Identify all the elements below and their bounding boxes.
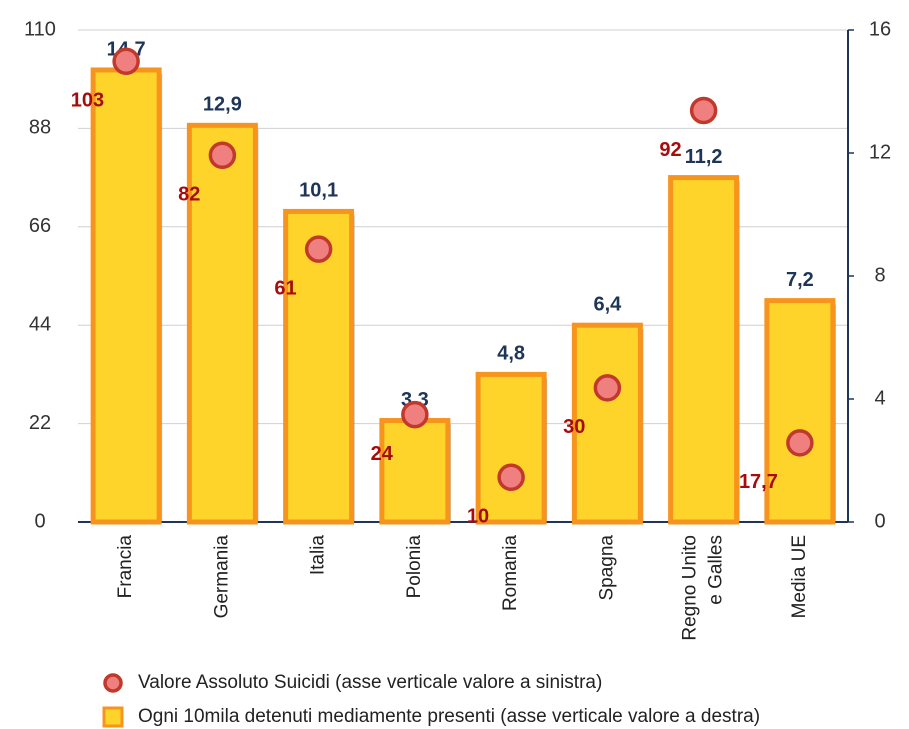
x-tick-label-line: e Galles (706, 535, 727, 605)
x-tick-label: Polonia (404, 535, 425, 599)
x-tick-label: Spagna (596, 535, 617, 601)
x-tick-label-line: Regno Unito (680, 535, 701, 641)
bar (764, 298, 836, 525)
point-value-label: 10 (467, 506, 489, 528)
x-tick-label-line: Media UE (789, 535, 810, 618)
bar (283, 208, 355, 525)
y-tick-label: 66 (29, 215, 51, 237)
y-tick-label: 0 (34, 510, 45, 532)
legend-label: Ogni 10mila detenuti mediamente presenti… (138, 706, 760, 727)
legend-label: Valore Assoluto Suicidi (asse verticale … (138, 672, 602, 693)
bar (90, 67, 162, 525)
bar-value-label: 11,2 (685, 146, 723, 168)
point (497, 463, 525, 492)
x-tick-label: Regno Unito e Galles (680, 535, 727, 641)
bar-value-label: 7,2 (786, 269, 814, 291)
y2-tick-label: 12 (869, 141, 891, 163)
x-tick-label: Germania (211, 535, 232, 619)
bar-value-label: 12,9 (203, 94, 242, 116)
legend-marker (102, 706, 124, 728)
point (208, 141, 237, 169)
y2-tick-label: 0 (874, 510, 885, 532)
point-value-label: 92 (659, 139, 681, 161)
y-tick-label: 88 (29, 117, 51, 139)
point-value-label: 17,7 (739, 471, 778, 493)
point (112, 47, 140, 76)
point (689, 96, 718, 125)
bar (379, 418, 451, 525)
bar-value-label: 4,8 (497, 343, 525, 365)
y2-tick-label: 4 (874, 387, 885, 409)
x-tick-label: Media UE (789, 535, 810, 618)
x-tick-label-line: Italia (308, 535, 329, 576)
x-tick-label: Romania (500, 535, 521, 611)
bar (186, 122, 258, 525)
point-value-label: 24 (371, 443, 394, 465)
bar-value-label: 10,1 (299, 180, 338, 202)
point-value-label: 61 (274, 277, 296, 299)
y2-tick-label: 8 (874, 264, 885, 286)
x-tick-label-line: Germania (211, 535, 232, 619)
point-value-label: 103 (71, 90, 104, 112)
x-tick-label-line: Polonia (404, 535, 425, 599)
point (304, 235, 333, 263)
x-tick-label: Italia (308, 535, 329, 576)
x-tick-label-line: Romania (500, 535, 521, 611)
x-tick-label-line: Francia (115, 535, 136, 599)
y-tick-label: 22 (29, 412, 51, 434)
bar (475, 371, 547, 525)
y-tick-label: 110 (24, 18, 56, 40)
bar-value-label: 6,4 (593, 293, 622, 315)
point (401, 400, 429, 429)
x-tick-label-line: Spagna (596, 535, 617, 601)
y2-tick-label: 16 (869, 18, 891, 40)
point-value-label: 30 (563, 416, 585, 438)
point-value-label: 82 (178, 184, 200, 206)
x-tick-label: Francia (115, 535, 136, 599)
legend-marker (103, 673, 123, 693)
y-tick-label: 44 (29, 313, 51, 335)
bar (571, 322, 643, 525)
bar (668, 175, 740, 525)
point (786, 429, 814, 457)
point (593, 374, 622, 402)
